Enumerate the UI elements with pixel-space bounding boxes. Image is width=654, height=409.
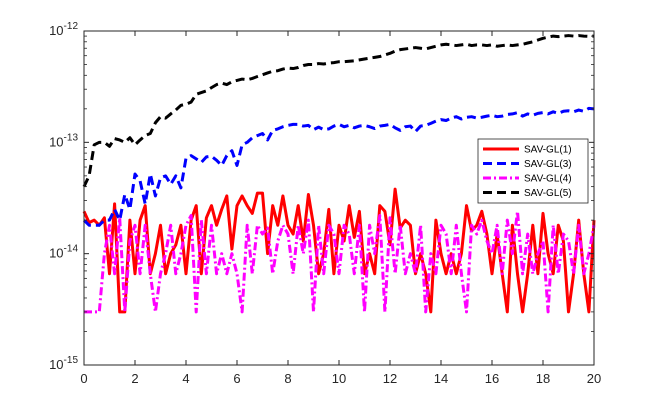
x-tick-label: 10: [332, 371, 346, 386]
y-tick-base: 10: [49, 357, 63, 372]
series-line-2: [82, 106, 595, 227]
y-tick-label: 10-14: [49, 244, 78, 261]
x-tick-label: 18: [536, 371, 550, 386]
x-tick-label: 0: [80, 371, 87, 386]
x-tick-label: 14: [434, 371, 448, 386]
x-tick-label: 12: [383, 371, 397, 386]
y-tick-exponent: -13: [64, 132, 79, 143]
legend: SAV-GL(1) SAV-GL(3) SAV-GL(4) SAV-GL(5): [477, 138, 589, 204]
legend-label-4: SAV-GL(5): [524, 188, 572, 199]
legend-label-1: SAV-GL(1): [524, 145, 572, 156]
y-tick-exponent: -12: [64, 21, 79, 32]
x-tick-label: 6: [233, 371, 240, 386]
legend-label-2: SAV-GL(3): [524, 159, 572, 170]
y-tick-label: 10-13: [49, 132, 78, 149]
y-tick-base: 10: [49, 23, 63, 38]
series-line-1: [82, 187, 596, 314]
y-tick-exponent: -15: [64, 355, 79, 366]
x-tick-label: 8: [284, 371, 291, 386]
y-tick-label: 10-12: [49, 21, 78, 38]
series-layer: [82, 34, 596, 314]
y-tick-label: 10-15: [49, 355, 78, 372]
x-tick-label: 2: [131, 371, 138, 386]
y-tick-base: 10: [49, 134, 63, 149]
x-tick-label: 20: [587, 371, 601, 386]
y-tick-base: 10: [49, 246, 63, 261]
legend-label-3: SAV-GL(4): [524, 174, 572, 185]
x-tick-label: 16: [485, 371, 499, 386]
x-tick-label: 4: [182, 371, 189, 386]
series-line-4: [82, 34, 595, 188]
series-line-3: [84, 209, 596, 314]
y-tick-exponent: -14: [64, 244, 79, 255]
